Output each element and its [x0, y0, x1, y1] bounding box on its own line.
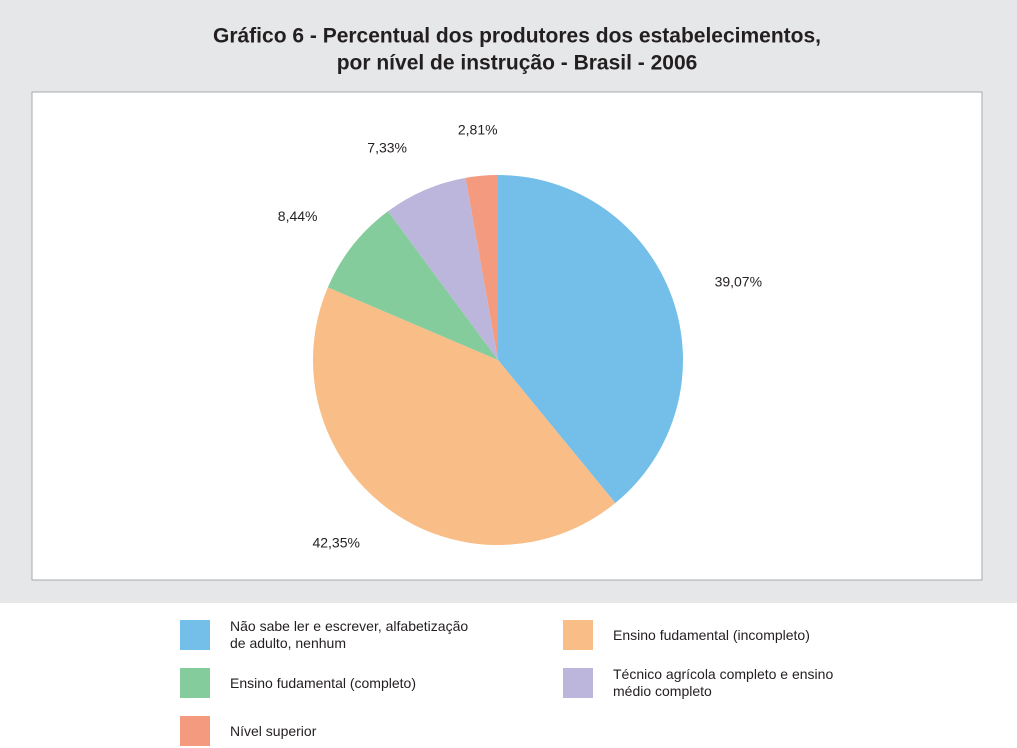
legend-item: Ensino fudamental (incompleto) — [563, 618, 863, 652]
chart-title: por nível de instrução - Brasil - 2006 — [337, 52, 698, 75]
legend-label: Ensino fudamental (incompleto) — [613, 626, 810, 643]
legend-item: Não sabe ler e escrever, alfabetização d… — [180, 618, 563, 652]
legend-item: Técnico agrícola completo e ensino médio… — [563, 666, 863, 700]
legend-item: Nível superior — [180, 714, 563, 748]
data-label: 8,44% — [278, 208, 318, 224]
data-label: 7,33% — [367, 139, 407, 155]
legend-swatch — [180, 620, 210, 650]
chart-title: Gráfico 6 - Percentual dos produtores do… — [213, 25, 821, 48]
pie-slice — [313, 287, 616, 545]
pie-slice — [387, 177, 498, 360]
legend-label: Ensino fudamental (completo) — [230, 674, 416, 691]
pie-slice — [327, 211, 498, 360]
legend-item: Ensino fudamental (completo) — [180, 666, 563, 700]
pie-slice — [498, 175, 683, 504]
legend-label: Nível superior — [230, 722, 317, 739]
data-label: 39,07% — [715, 273, 762, 289]
pie-slice — [465, 175, 498, 360]
data-label: 42,35% — [312, 535, 359, 551]
data-label: 2,81% — [458, 122, 498, 138]
legend-label: Não sabe ler e escrever, alfabetização d… — [230, 618, 469, 651]
legend-swatch — [563, 620, 593, 650]
legend-label: Técnico agrícola completo e ensino médio… — [613, 666, 834, 699]
legend-swatch — [563, 668, 593, 698]
legend-swatch — [180, 716, 210, 746]
chart: Gráfico 6 - Percentual dos produtores do… — [31, 25, 983, 581]
legend-swatch — [180, 668, 210, 698]
legend: Não sabe ler e escrever, alfabetização d… — [180, 618, 863, 748]
